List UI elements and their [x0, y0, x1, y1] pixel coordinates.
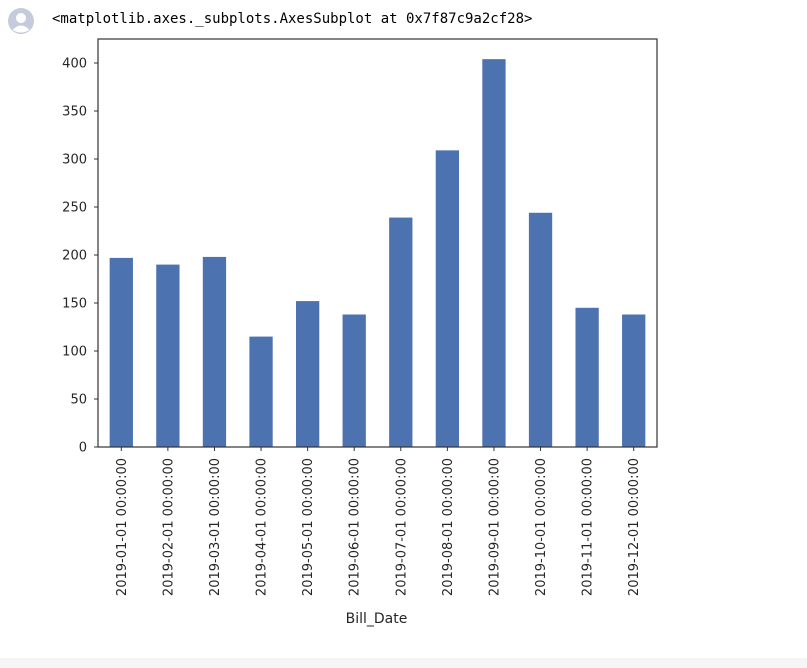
- bar-7: [389, 217, 413, 447]
- user-avatar-icon: [8, 8, 34, 34]
- bar-6: [342, 314, 366, 447]
- x-tick-label-4: 2019-05-01 00:00:00: [301, 458, 316, 596]
- y-tick-label-6: 300: [62, 153, 87, 168]
- bar-10: [528, 212, 553, 447]
- bar-1: [109, 257, 133, 447]
- x-tick-label-5: 2019-06-01 00:00:00: [348, 458, 363, 596]
- bar-5: [295, 301, 320, 447]
- plot-frame: [97, 38, 658, 448]
- bar-8: [435, 150, 460, 448]
- x-tick-label-3: 2019-04-01 00:00:00: [255, 458, 270, 596]
- x-tick-label-2: 2019-03-01 00:00:00: [208, 458, 223, 596]
- x-tick-label-0: 2019-01-01 00:00:00: [115, 458, 130, 596]
- x-tick-label-10: 2019-11-01 00:00:00: [581, 458, 596, 596]
- x-axis-label: Bill_Date: [346, 611, 408, 627]
- output-repr-text: <matplotlib.axes._subplots.AxesSubplot a…: [52, 11, 533, 27]
- bar-9: [482, 59, 506, 447]
- x-tick-label-8: 2019-09-01 00:00:00: [487, 458, 502, 596]
- y-tick-label-3: 150: [62, 297, 87, 312]
- y-tick-label-5: 250: [62, 201, 87, 216]
- x-tick-label-6: 2019-07-01 00:00:00: [394, 458, 409, 596]
- x-tick-label-7: 2019-08-01 00:00:00: [441, 458, 456, 596]
- x-tick-label-1: 2019-02-01 00:00:00: [161, 458, 176, 596]
- y-tick-label-8: 400: [62, 57, 87, 72]
- bar-4: [249, 336, 273, 447]
- y-tick-label-4: 200: [62, 249, 87, 264]
- x-tick-label-9: 2019-10-01 00:00:00: [534, 458, 549, 596]
- x-tick-label-11: 2019-12-01 00:00:00: [627, 458, 642, 596]
- bar-11: [575, 307, 599, 447]
- bar-3: [202, 256, 227, 447]
- y-tick-label-0: 0: [79, 441, 87, 456]
- y-tick-label-7: 350: [62, 105, 87, 120]
- y-tick-label-1: 50: [70, 393, 87, 408]
- bar-2: [156, 264, 180, 447]
- y-tick-label-2: 100: [62, 345, 87, 360]
- bar-12: [622, 314, 646, 447]
- output-footer-strip: [0, 658, 807, 668]
